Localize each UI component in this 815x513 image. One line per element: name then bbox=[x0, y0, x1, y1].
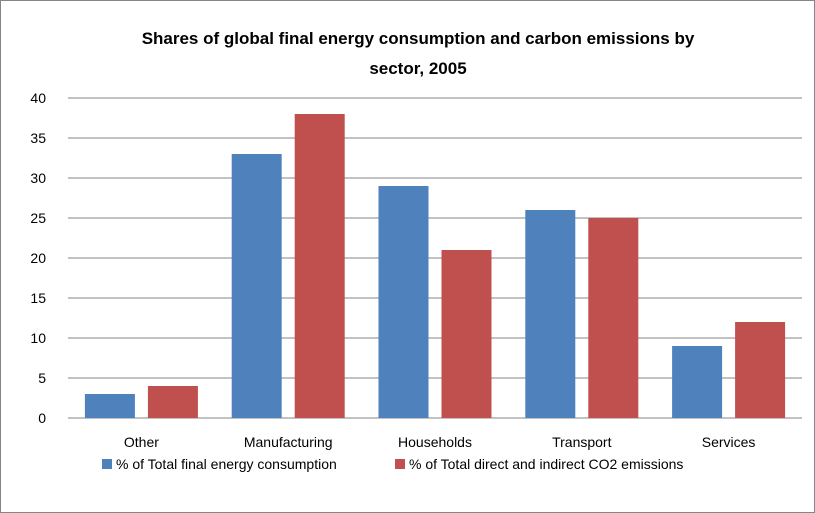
bar-other-series-1 bbox=[84, 394, 135, 418]
y-tick-label: 0 bbox=[38, 410, 46, 426]
bar-transport-series-1 bbox=[525, 210, 576, 418]
legend-label-series-1: % of Total final energy consumption bbox=[116, 456, 337, 472]
y-tick-label: 25 bbox=[30, 210, 46, 226]
y-tick-label: 40 bbox=[30, 90, 46, 106]
y-tick-label: 10 bbox=[30, 330, 46, 346]
bar-transport-series-2 bbox=[588, 218, 639, 418]
chart-title-line-1: Shares of global final energy consumptio… bbox=[142, 29, 695, 48]
bar-manufacturing-series-2 bbox=[294, 114, 345, 418]
x-tick-label: Other bbox=[124, 434, 159, 450]
bars bbox=[84, 114, 786, 418]
y-tick-label: 20 bbox=[30, 250, 46, 266]
bar-services-series-1 bbox=[672, 346, 723, 418]
bar-households-series-2 bbox=[441, 250, 492, 418]
x-tick-label: Manufacturing bbox=[244, 434, 333, 450]
chart-title-line-2: sector, 2005 bbox=[369, 59, 466, 78]
x-tick-label: Services bbox=[702, 434, 756, 450]
y-tick-label: 30 bbox=[30, 170, 46, 186]
bar-households-series-1 bbox=[378, 186, 429, 418]
bar-other-series-2 bbox=[147, 386, 198, 418]
x-tick-label: Transport bbox=[552, 434, 612, 450]
y-tick-label: 15 bbox=[30, 290, 46, 306]
legend: % of Total final energy consumption % of … bbox=[102, 456, 683, 472]
legend-label-series-2: % of Total direct and indirect CO2 emiss… bbox=[409, 456, 683, 472]
legend-swatch-series-2 bbox=[395, 459, 405, 469]
x-tick-label: Households bbox=[398, 434, 472, 450]
x-axis-ticks: Other Manufacturing Households Transport Ser… bbox=[124, 434, 756, 450]
y-tick-label: 5 bbox=[38, 370, 46, 386]
bar-services-series-2 bbox=[735, 322, 786, 418]
y-axis-ticks: 0 5 10 15 20 25 30 35 40 bbox=[30, 90, 46, 426]
y-tick-label: 35 bbox=[30, 130, 46, 146]
legend-swatch-series-1 bbox=[102, 459, 112, 469]
bar-manufacturing-series-1 bbox=[231, 154, 282, 418]
